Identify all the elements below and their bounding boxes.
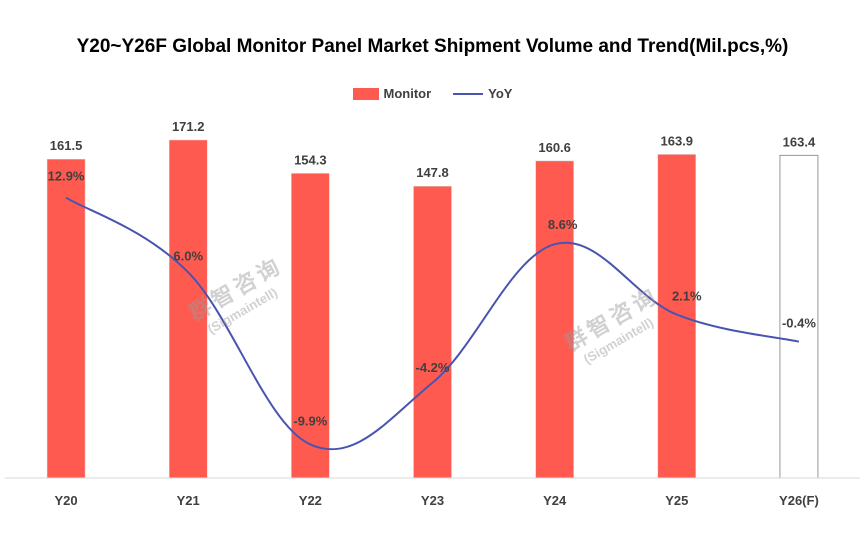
yoy-value-label: -0.4% — [782, 316, 816, 331]
bar-value-label: 161.5 — [50, 138, 83, 153]
yoy-value-label: 12.9% — [48, 169, 85, 184]
bar-y22 — [291, 173, 330, 479]
bar-value-label: 163.4 — [783, 134, 816, 149]
bar-value-label: 163.9 — [661, 133, 694, 148]
bar-y20 — [46, 158, 86, 479]
chart-title: Y20~Y26F Global Monitor Panel Market Shi… — [76, 36, 789, 57]
legend-swatch-yoy — [453, 92, 484, 95]
yoy-value-label: 2.1% — [672, 289, 702, 304]
yoy-line — [65, 196, 800, 451]
x-tick-label: Y22 — [299, 493, 322, 508]
legend-swatch-monitor — [352, 87, 379, 100]
legend: Monitor YoY — [0, 86, 865, 101]
legend-item-yoy: YoY — [453, 86, 512, 101]
bar-y26f — [779, 154, 819, 479]
yoy-value-label: -9.9% — [293, 413, 327, 428]
yoy-value-label: 8.6% — [548, 217, 578, 232]
x-tick-label: Y24 — [543, 493, 567, 508]
bar-value-label: 147.8 — [416, 165, 449, 180]
bar-value-label: 171.2 — [172, 119, 205, 134]
legend-item-monitor: Monitor — [352, 86, 432, 101]
bar-y23 — [413, 185, 452, 479]
x-tick-label: Y21 — [177, 493, 200, 508]
x-tick-label: Y25 — [665, 493, 688, 508]
legend-label-monitor: Monitor — [383, 86, 432, 101]
x-tick-label: Y20 — [55, 493, 78, 508]
yoy-value-label: -4.2% — [416, 360, 450, 375]
bar-y24 — [535, 160, 574, 479]
bar-value-label: 154.3 — [294, 152, 327, 167]
bar-y25 — [657, 154, 697, 479]
yoy-value-label: 6.0% — [173, 248, 203, 263]
legend-label-yoy: YoY — [488, 86, 513, 101]
x-tick-label: Y26(F) — [779, 493, 819, 508]
bar-value-label: 160.6 — [538, 140, 571, 155]
x-tick-label: Y23 — [421, 493, 444, 508]
